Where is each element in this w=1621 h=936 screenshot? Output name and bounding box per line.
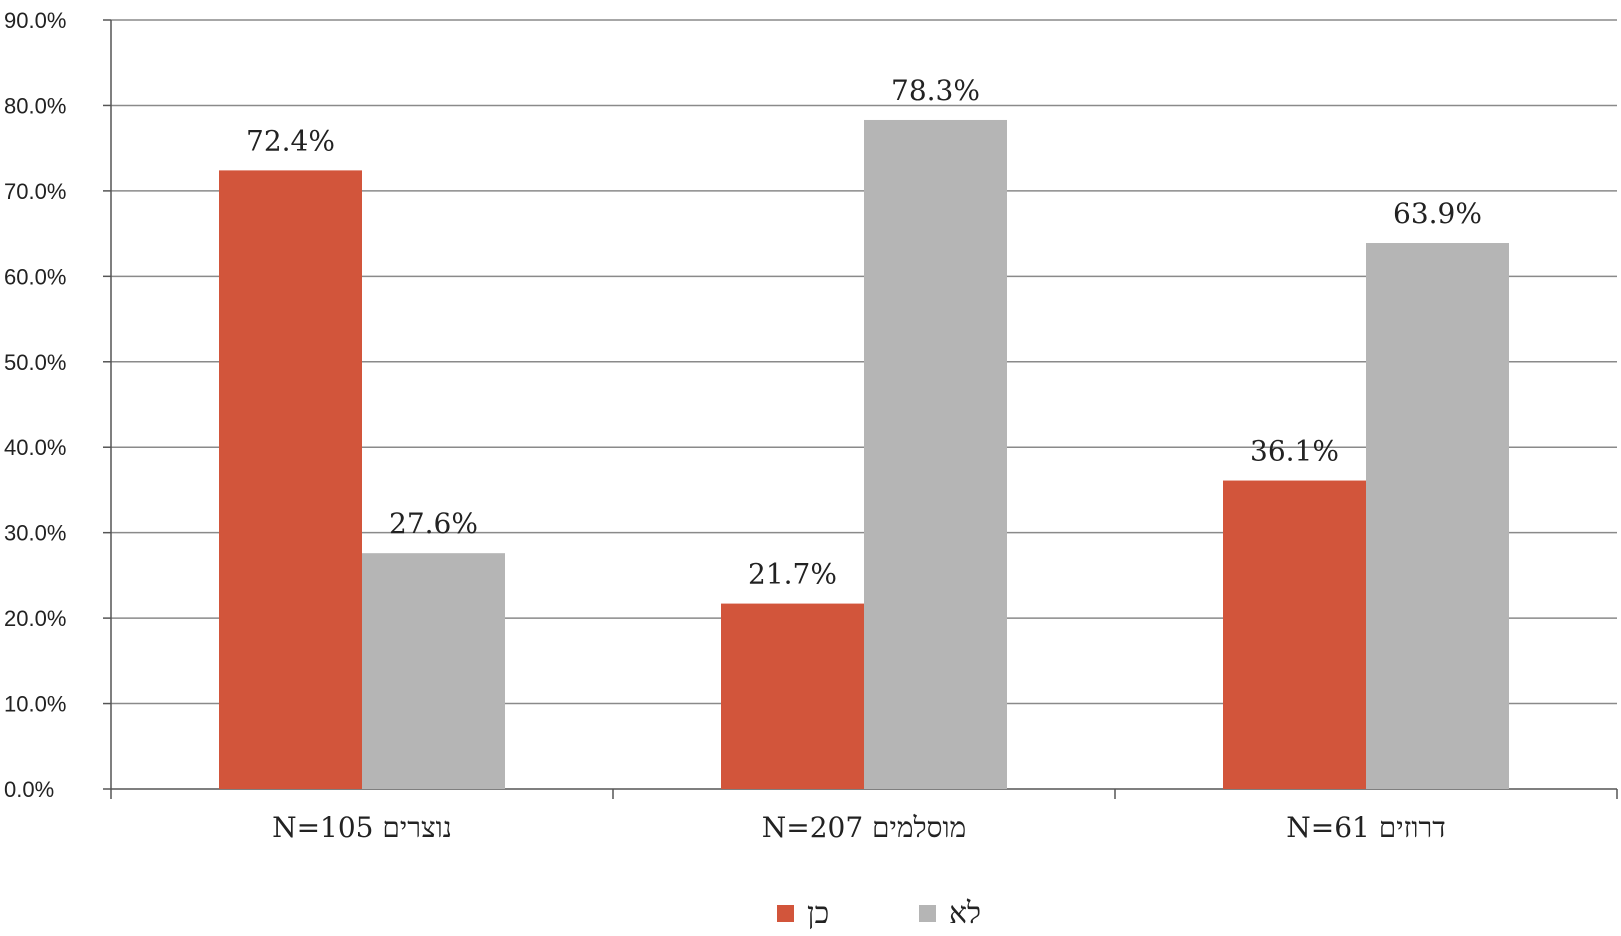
y-tick-label: 80.0% — [4, 93, 66, 118]
bar — [1366, 243, 1509, 789]
y-tick-label: 30.0% — [4, 521, 66, 546]
bar — [1223, 480, 1366, 789]
data-label: 21.7% — [748, 558, 837, 591]
data-label: 27.6% — [389, 507, 478, 540]
data-label: 63.9% — [1393, 197, 1482, 230]
legend-swatch — [777, 905, 794, 922]
data-label: 78.3% — [891, 74, 980, 107]
y-tick-label: 90.0% — [4, 8, 66, 33]
x-tick-label: נוצרים N=105 — [272, 811, 452, 844]
y-tick-label: 20.0% — [4, 606, 66, 631]
bar — [219, 170, 362, 790]
y-tick-label: 40.0% — [4, 435, 66, 460]
y-tick-label: 70.0% — [4, 179, 66, 204]
y-tick-label: 50.0% — [4, 350, 66, 375]
bar — [721, 603, 864, 789]
data-label: 72.4% — [246, 124, 335, 157]
bar — [864, 119, 1007, 790]
x-tick-label: מוסלמים N=207 — [762, 811, 967, 844]
legend-label: לא — [949, 896, 981, 931]
y-tick-label: 10.0% — [4, 692, 66, 717]
bar — [362, 553, 505, 789]
y-tick-label: 0.0% — [4, 777, 54, 802]
legend-swatch — [919, 905, 936, 922]
y-tick-label: 60.0% — [4, 264, 66, 289]
x-tick-label: דרוזים N=61 — [1286, 811, 1446, 844]
data-label: 36.1% — [1250, 435, 1339, 468]
legend-label: כן — [807, 896, 829, 931]
